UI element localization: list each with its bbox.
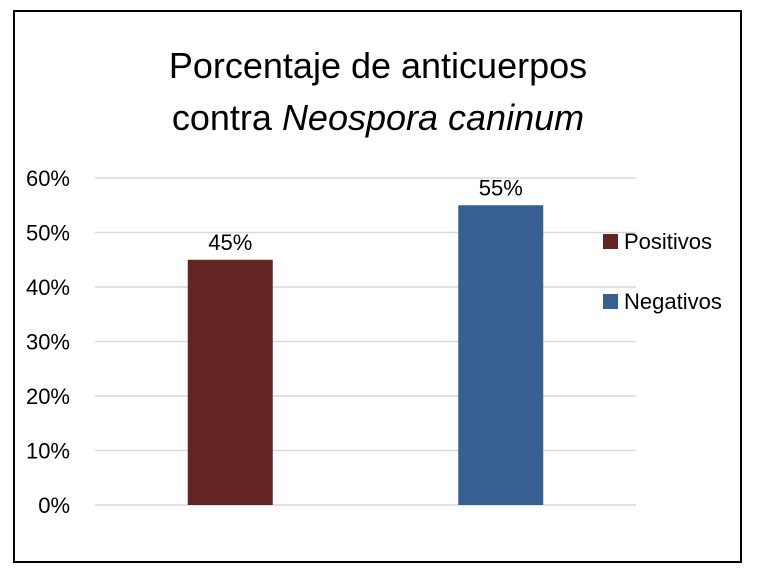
y-tick-label: 50%	[26, 221, 70, 246]
legend: Positivos Negativos	[603, 229, 722, 314]
bar-negativos	[458, 205, 544, 505]
legend-swatch-negativos	[603, 294, 618, 309]
chart-title-species: Neospora caninum	[282, 97, 584, 138]
chart-title-line-2: contra Neospora caninum	[172, 97, 584, 138]
y-axis-ticks: 0% 10% 20% 30% 40% 50% 60%	[26, 166, 70, 518]
legend-swatch-positivos	[603, 234, 618, 249]
y-tick-label: 60%	[26, 166, 70, 191]
chart-title-line-1: Porcentaje de anticuerpos	[169, 45, 587, 86]
legend-label-negativos: Negativos	[624, 289, 722, 314]
bar-positivos	[187, 259, 273, 505]
y-tick-label: 10%	[26, 439, 70, 464]
data-label-positivos: 45%	[208, 230, 252, 255]
gridlines	[95, 177, 636, 506]
y-tick-label: 30%	[26, 330, 70, 355]
data-labels: 45% 55%	[208, 175, 523, 255]
chart-title-prefix: contra	[172, 97, 282, 138]
y-tick-label: 40%	[26, 275, 70, 300]
y-tick-label: 20%	[26, 384, 70, 409]
bars	[187, 205, 544, 505]
data-label-negativos: 55%	[479, 175, 523, 200]
legend-label-positivos: Positivos	[624, 229, 712, 254]
y-tick-label: 0%	[38, 493, 70, 518]
